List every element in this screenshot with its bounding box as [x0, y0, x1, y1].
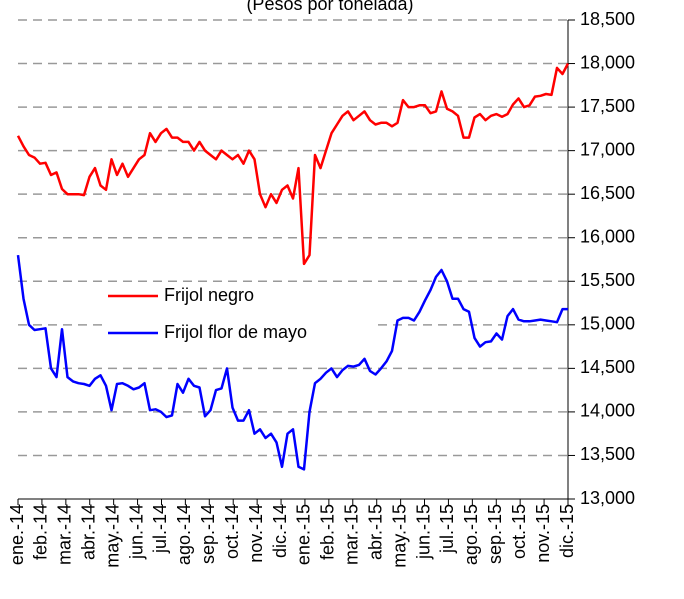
x-tick-label: jun.-14: [126, 504, 146, 560]
x-tick-label: dic.-15: [557, 504, 577, 558]
x-tick-label: feb.-14: [31, 504, 51, 560]
x-tick-label: may.-15: [389, 504, 409, 568]
y-tick-label: 13,500: [580, 444, 635, 464]
x-tick-label: nov.-14: [246, 504, 266, 563]
x-tick-label: oct.-14: [222, 504, 242, 559]
x-tick-label: jun.-15: [413, 504, 433, 560]
x-tick-label: mar.-14: [55, 504, 75, 565]
x-tick-label: ago.-14: [174, 504, 194, 565]
x-tick-label: ene.-15: [294, 504, 314, 565]
y-tick-label: 13,000: [580, 488, 635, 508]
y-tick-label: 18,500: [580, 9, 635, 29]
legend-label: Frijol flor de mayo: [164, 322, 307, 342]
legend-label: Frijol negro: [164, 285, 254, 305]
y-tick-label: 14,000: [580, 401, 635, 421]
x-tick-label: ene.-14: [7, 504, 27, 565]
x-tick-label: abr.-14: [78, 504, 98, 560]
x-tick-label: abr.-15: [365, 504, 385, 560]
x-tick-label: feb.-15: [318, 504, 338, 560]
y-tick-label: 16,500: [580, 183, 635, 203]
chart-subtitle: (Pesos por tonelada): [246, 0, 413, 14]
x-tick-label: mar.-15: [342, 504, 362, 565]
y-tick-label: 17,500: [580, 96, 635, 116]
y-tick-label: 16,000: [580, 226, 635, 246]
x-tick-label: jul.-14: [150, 504, 170, 554]
x-tick-label: jul.-15: [437, 504, 457, 554]
y-tick-label: 17,000: [580, 139, 635, 159]
x-tick-label: nov.-15: [533, 504, 553, 563]
x-tick-label: oct.-15: [509, 504, 529, 559]
y-tick-label: 15,500: [580, 270, 635, 290]
x-tick-label: may.-14: [102, 504, 122, 568]
data-line: [16, 62, 570, 266]
x-tick-label: sep.-15: [485, 504, 505, 564]
y-tick-label: 15,000: [580, 314, 635, 334]
y-tick-label: 14,500: [580, 357, 635, 377]
data-line: [16, 254, 568, 471]
x-tick-label: ago.-15: [461, 504, 481, 565]
x-tick-label: dic.-14: [270, 504, 290, 558]
x-tick-label: sep.-14: [198, 504, 218, 564]
y-tick-label: 18,000: [580, 52, 635, 72]
